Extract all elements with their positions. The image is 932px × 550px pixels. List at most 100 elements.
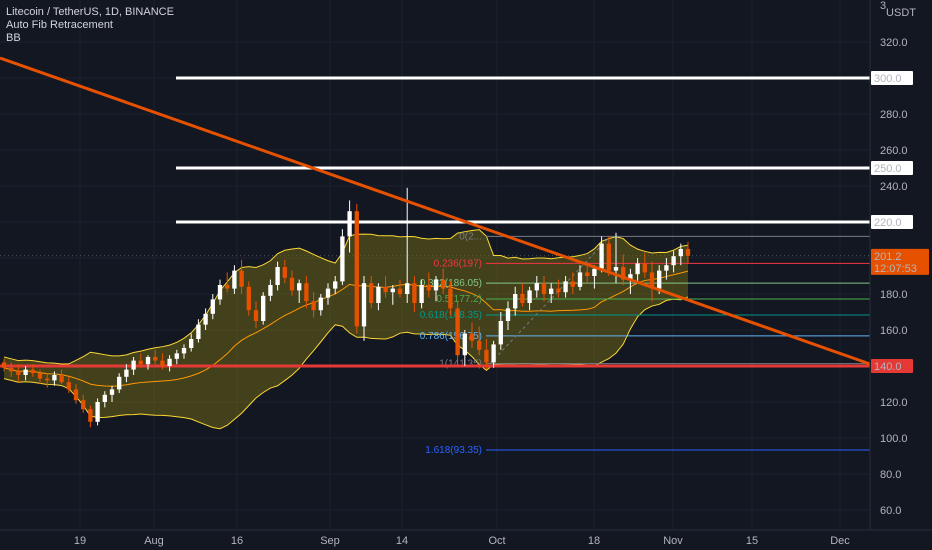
candle-body bbox=[657, 270, 662, 289]
time-tick-label: Oct bbox=[488, 535, 505, 547]
level-tag bbox=[871, 71, 913, 85]
candle-body bbox=[81, 400, 86, 410]
candle-body bbox=[160, 360, 165, 366]
candle-body bbox=[613, 267, 619, 271]
candle-body bbox=[491, 344, 496, 363]
candle-body bbox=[203, 313, 208, 325]
candle-body bbox=[513, 294, 518, 309]
candle-body bbox=[45, 378, 50, 381]
candle-body bbox=[570, 281, 575, 287]
fib-label: 1.618(93.35) bbox=[425, 445, 482, 456]
candle-body bbox=[275, 267, 280, 285]
candle-body bbox=[196, 324, 201, 339]
level-tag bbox=[871, 215, 913, 229]
price-tick-label: 100.0 bbox=[880, 433, 908, 445]
candle-body bbox=[462, 333, 467, 356]
candle-body bbox=[261, 295, 266, 321]
candle-body bbox=[268, 285, 273, 296]
candle-body bbox=[217, 285, 223, 300]
fib-label: 0.5(177.2) bbox=[436, 294, 482, 305]
candle-body bbox=[376, 286, 381, 303]
candle-body bbox=[527, 290, 532, 303]
candle-body bbox=[282, 267, 287, 278]
candle-body bbox=[304, 283, 309, 302]
candle-body bbox=[59, 375, 64, 383]
price-tick-label: 240.0 bbox=[880, 181, 908, 193]
price-tick-label: 60.0 bbox=[880, 505, 901, 517]
candle-body bbox=[189, 339, 194, 348]
horizontal-levels bbox=[0, 76, 870, 368]
candle-body bbox=[541, 283, 547, 294]
time-tick-label: Sep bbox=[320, 535, 340, 547]
candle-body bbox=[383, 286, 388, 293]
candle-body bbox=[441, 279, 446, 289]
candle-body bbox=[225, 285, 230, 289]
candle-body bbox=[253, 310, 259, 321]
price-tick-label: 3 bbox=[880, 0, 886, 12]
candle-body bbox=[210, 299, 215, 314]
candle-body bbox=[685, 249, 691, 256]
candle-body bbox=[153, 357, 158, 361]
candle-body bbox=[534, 283, 539, 291]
candle-body bbox=[239, 270, 244, 287]
candle-body bbox=[606, 243, 611, 271]
level-tag-label: 140.0 bbox=[874, 361, 902, 373]
candle-body bbox=[340, 236, 345, 282]
price-tick-label: 160.0 bbox=[880, 325, 908, 337]
candle-body bbox=[412, 283, 417, 303]
candle-body bbox=[484, 349, 489, 363]
fib-label: 0.236(197) bbox=[434, 258, 482, 269]
candle-body bbox=[88, 409, 93, 422]
price-tick-label: 180.0 bbox=[880, 289, 908, 301]
candle-body bbox=[520, 294, 525, 303]
candle-body bbox=[16, 371, 21, 375]
candle-body bbox=[361, 283, 367, 327]
candle-body bbox=[549, 288, 554, 294]
candle-body bbox=[131, 360, 136, 370]
candle-body bbox=[563, 281, 568, 293]
chart-legend: Litecoin / TetherUS, 1D, BINANCE Auto Fi… bbox=[6, 6, 174, 45]
fib-label: 1(141.35) bbox=[439, 359, 482, 370]
level-tag bbox=[871, 161, 913, 175]
candle-body bbox=[433, 279, 439, 291]
candle-body bbox=[109, 389, 115, 395]
candle-body bbox=[642, 263, 647, 273]
candle-body bbox=[678, 249, 683, 257]
candle-body bbox=[246, 286, 251, 311]
time-axis-ticks: 19 Aug 16 Sep 14 Oct 18 Nov 15 Dec bbox=[74, 535, 850, 547]
time-tick-label: 15 bbox=[746, 535, 758, 547]
candle-body bbox=[405, 283, 410, 294]
current-price-label: 201.2 bbox=[874, 251, 902, 263]
candle-body bbox=[354, 211, 359, 327]
candle-body bbox=[138, 360, 143, 365]
candle-body bbox=[297, 283, 302, 291]
candle-body bbox=[621, 267, 626, 280]
price-axis-ticks: 320.0280.0260.0240.0180.0160.0140.0120.0… bbox=[880, 0, 908, 517]
candle-body bbox=[671, 256, 676, 266]
candle-body bbox=[477, 340, 482, 350]
indicator-bb-label[interactable]: BB bbox=[6, 32, 21, 44]
candle-body bbox=[181, 348, 187, 354]
candle-body bbox=[73, 389, 79, 401]
fib-label: 0.786(156.75) bbox=[420, 331, 482, 342]
candle-body bbox=[145, 357, 151, 365]
candle-body bbox=[455, 308, 460, 356]
candle-body bbox=[30, 369, 35, 374]
price-tags: 300.0 250.0 220.0 140.0 201.212:07:53 bbox=[871, 71, 929, 373]
price-tick-label: 80.0 bbox=[880, 469, 901, 481]
candles bbox=[1, 187, 691, 428]
trendline[interactable] bbox=[0, 56, 871, 366]
symbol-title[interactable]: Litecoin / TetherUS, 1D, BINANCE bbox=[6, 6, 174, 18]
current-price-tag bbox=[871, 248, 929, 275]
bb-upper-line bbox=[3, 229, 689, 365]
candle-body bbox=[469, 333, 475, 341]
candle-body bbox=[52, 375, 57, 381]
candle-body bbox=[628, 274, 633, 280]
candle-body bbox=[664, 265, 669, 271]
candle-body bbox=[37, 373, 43, 379]
time-tick-label: Aug bbox=[144, 535, 164, 547]
candle-body bbox=[426, 285, 431, 291]
indicator-fib-label[interactable]: Auto Fib Retracement bbox=[6, 19, 113, 31]
time-tick-label: Nov bbox=[663, 535, 683, 547]
